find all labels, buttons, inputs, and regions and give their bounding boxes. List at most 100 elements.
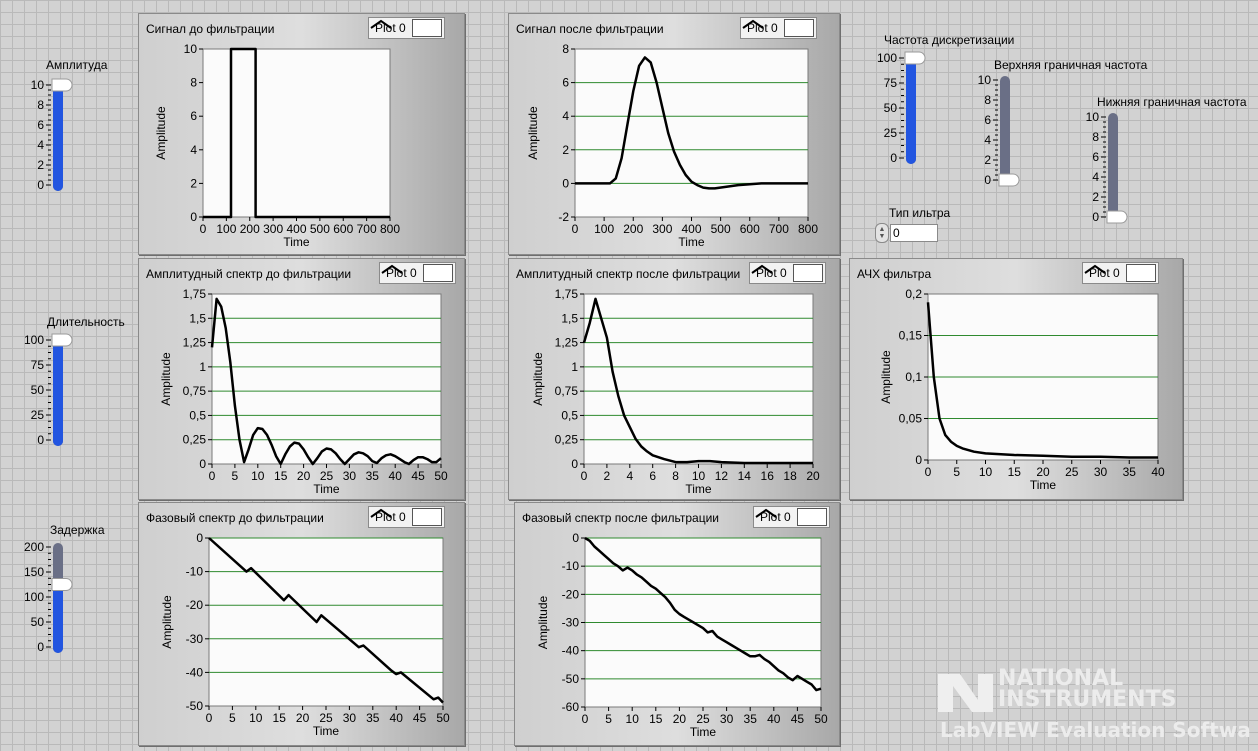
x-tick-label: 20 bbox=[806, 469, 820, 483]
y-tick-label: 1 bbox=[199, 360, 206, 374]
slider-tick-label: 4 bbox=[984, 133, 991, 147]
x-tick-label: 300 bbox=[652, 222, 672, 236]
slider-track bbox=[1108, 113, 1118, 223]
x-tick-label: 4 bbox=[626, 469, 633, 483]
plot-legend[interactable]: Plot 0 bbox=[740, 17, 817, 39]
y-tick-label: 10 bbox=[184, 42, 198, 56]
x-tick-label: 0 bbox=[925, 465, 932, 479]
plot-area-svg: -50 -40 -30 -20 -10 0 0 5 10 15 20 25 30 35 40 45 50 Time… bbox=[160, 531, 450, 738]
x-tick-label: 30 bbox=[720, 712, 734, 726]
x-tick-label: 700 bbox=[769, 222, 789, 236]
slider-tick-label: 150 bbox=[24, 565, 44, 579]
y-tick-label: 1,75 bbox=[555, 287, 579, 301]
slider-tick-label: 8 bbox=[1092, 130, 1099, 144]
x-tick-label: 40 bbox=[389, 469, 403, 483]
y-tick-label: 4 bbox=[562, 109, 569, 123]
y-tick-label: 4 bbox=[190, 143, 197, 157]
x-tick-label: 6 bbox=[649, 469, 656, 483]
x-axis-label: Time bbox=[685, 482, 712, 496]
sample-rate-label: Частота дискретизации bbox=[884, 33, 1015, 47]
slider-fill bbox=[53, 340, 63, 446]
brand-line1: NATIONAL bbox=[998, 666, 1124, 691]
x-tick-label: 800 bbox=[380, 222, 400, 236]
y-tick-label: 1 bbox=[571, 360, 578, 374]
x-tick-label: 20 bbox=[297, 469, 311, 483]
x-tick-label: 50 bbox=[814, 712, 828, 726]
y-tick-label: 1,5 bbox=[561, 311, 578, 325]
chart-signal-before: Сигнал до фильтрации Plot 0 0 2 4 6 8 10 0 100 2… bbox=[138, 13, 465, 255]
y-tick-label: 0,75 bbox=[183, 384, 207, 398]
x-tick-label: 500 bbox=[310, 222, 330, 236]
x-axis-label: Time bbox=[283, 235, 310, 249]
y-tick-label: -10 bbox=[186, 565, 204, 579]
y-tick-label: 0 bbox=[562, 176, 569, 190]
y-tick-label: -10 bbox=[562, 559, 580, 573]
x-tick-label: 700 bbox=[357, 222, 377, 236]
x-tick-label: 40 bbox=[767, 712, 781, 726]
plot-area-svg: -60 -50 -40 -30 -20 -10 0 0 5 10 15 20 25 30 35 40 45 50 T… bbox=[536, 531, 828, 739]
x-tick-label: 50 bbox=[434, 469, 448, 483]
filter-type-label: Тип ильтра bbox=[889, 206, 951, 220]
slider-fill bbox=[53, 584, 63, 653]
line-style-icon[interactable] bbox=[381, 264, 453, 282]
plot-legend[interactable]: Plot 0 bbox=[749, 262, 826, 284]
plot-legend[interactable]: Plot 0 bbox=[1082, 262, 1159, 284]
line-style-icon[interactable] bbox=[742, 19, 814, 37]
x-tick-label: 35 bbox=[744, 712, 758, 726]
y-tick-label: -30 bbox=[186, 632, 204, 646]
plot-area-svg: 0 0,25 0,5 0,75 1 1,25 1,5 1,75 0 2 4 6 8 10 12 14 16 18 2… bbox=[531, 287, 820, 496]
slider-tick-label: 25 bbox=[884, 126, 898, 140]
plot-legend[interactable]: Plot 0 bbox=[368, 506, 445, 528]
y-axis-label: Amplitude bbox=[526, 106, 540, 160]
plot-legend[interactable]: Plot 0 bbox=[753, 506, 830, 528]
line-style-icon[interactable] bbox=[370, 508, 442, 526]
plot-legend[interactable]: Plot 0 bbox=[368, 17, 445, 39]
y-tick-label: 6 bbox=[190, 109, 197, 123]
filter-type-control[interactable]: ▲ ▼ 0 bbox=[875, 223, 938, 243]
y-tick-label: 2 bbox=[562, 143, 569, 157]
x-tick-label: 600 bbox=[740, 222, 760, 236]
x-tick-label: 30 bbox=[343, 469, 357, 483]
y-tick-label: 0,05 bbox=[899, 412, 923, 426]
slider-tick-label: 4 bbox=[1092, 170, 1099, 184]
y-tick-label: 0,25 bbox=[183, 433, 207, 447]
amplitude-label: Амплитуда bbox=[46, 58, 108, 72]
line-style-icon[interactable] bbox=[1084, 264, 1156, 282]
series-line bbox=[203, 47, 390, 219]
line-style-icon[interactable] bbox=[370, 19, 442, 37]
slider-fill bbox=[906, 58, 916, 164]
chart-title: Сигнал после фильтрации bbox=[516, 22, 664, 36]
chart-signal-after: Сигнал после фильтрации Plot 0 -2 0 2 4 6 8 0 1… bbox=[508, 13, 840, 255]
x-tick-label: 2 bbox=[604, 469, 611, 483]
x-tick-label: 5 bbox=[953, 465, 960, 479]
x-tick-label: 8 bbox=[672, 469, 679, 483]
y-axis-label: Amplitude bbox=[531, 352, 545, 406]
x-tick-label: 45 bbox=[791, 712, 805, 726]
plot-area bbox=[202, 48, 391, 218]
slider-tick-label: 10 bbox=[1086, 110, 1100, 124]
y-tick-label: 2 bbox=[190, 176, 197, 190]
plot-area bbox=[208, 537, 444, 707]
line-style-icon[interactable] bbox=[751, 264, 823, 282]
x-tick-label: 35 bbox=[366, 469, 380, 483]
increment-decrement-icon[interactable]: ▲ ▼ bbox=[875, 223, 889, 243]
slider-tick-label: 0 bbox=[984, 173, 991, 187]
line-style-icon[interactable] bbox=[755, 508, 827, 526]
slider-tick-label: 2 bbox=[37, 158, 44, 172]
plot-legend[interactable]: Plot 0 bbox=[379, 262, 456, 284]
slider-tick-label: 75 bbox=[31, 358, 45, 372]
x-tick-label: 25 bbox=[696, 712, 710, 726]
chart-title: АЧХ фильтра bbox=[857, 267, 932, 281]
plot-area bbox=[211, 293, 442, 465]
slider-tick-label: 6 bbox=[37, 118, 44, 132]
filter-type-value[interactable]: 0 bbox=[890, 224, 938, 242]
x-tick-label: 35 bbox=[1123, 465, 1137, 479]
x-tick-label: 18 bbox=[783, 469, 797, 483]
slider-tick-label: 50 bbox=[31, 615, 45, 629]
slider-tick-label: 10 bbox=[978, 73, 992, 87]
chart-phase-spectrum-before: Фазовый спектр до фильтрации Plot 0 -50-… bbox=[138, 502, 465, 746]
y-tick-label: 0 bbox=[571, 457, 578, 471]
x-tick-label: 12 bbox=[715, 469, 729, 483]
x-tick-label: 10 bbox=[626, 712, 640, 726]
x-tick-label: 300 bbox=[263, 222, 283, 236]
